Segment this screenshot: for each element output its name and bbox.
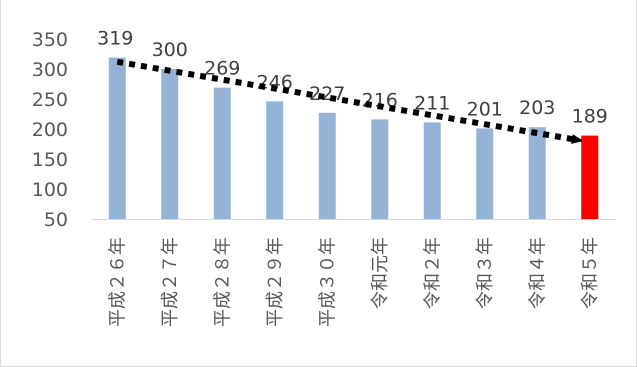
bar [318,112,336,219]
bar [266,101,284,219]
data-label: 189 [572,106,608,128]
category-label: 令和５年 [580,237,601,309]
category-label: 平成２７年 [160,237,181,327]
bar [161,69,179,219]
data-label: 319 [97,28,133,50]
bars-group [108,57,599,219]
data-label: 201 [467,98,503,120]
y-tick-label: 200 [32,119,68,141]
y-tick-label: 100 [32,179,68,201]
data-label: 227 [309,83,345,105]
y-tick-label: 50 [44,209,68,231]
category-label: 令和４年 [527,237,548,309]
data-label: 269 [204,58,240,80]
y-tick-label: 250 [32,89,68,111]
y-axis: 50 100 150 200 250 300 350 [32,29,68,231]
category-label: 令和元年 [370,237,391,309]
data-label: 203 [519,97,555,119]
category-labels-group: 平成２６年 平成２７年 平成２８年 平成２９年 平成３０年 令和元年 令和２年 令和３年 令和４… [107,237,601,327]
y-tick-label: 150 [32,149,68,171]
category-label: 令和３年 [475,237,496,309]
trend-arrow [116,58,578,140]
y-tick-label: 300 [32,59,68,81]
category-label: 平成３０年 [317,237,338,327]
y-tick-label: 350 [32,29,68,51]
bar [371,119,389,219]
bar-highlight [581,135,599,219]
data-label: 211 [414,92,450,114]
category-label: 平成２６年 [107,237,128,327]
bar [213,87,231,219]
data-label: 300 [152,39,188,61]
bar [528,127,546,219]
bar [476,128,494,219]
category-label: 令和２年 [422,237,443,309]
bar [423,122,441,219]
category-label: 平成２８年 [212,237,233,327]
category-label: 平成２９年 [265,237,286,327]
bar [108,57,126,219]
